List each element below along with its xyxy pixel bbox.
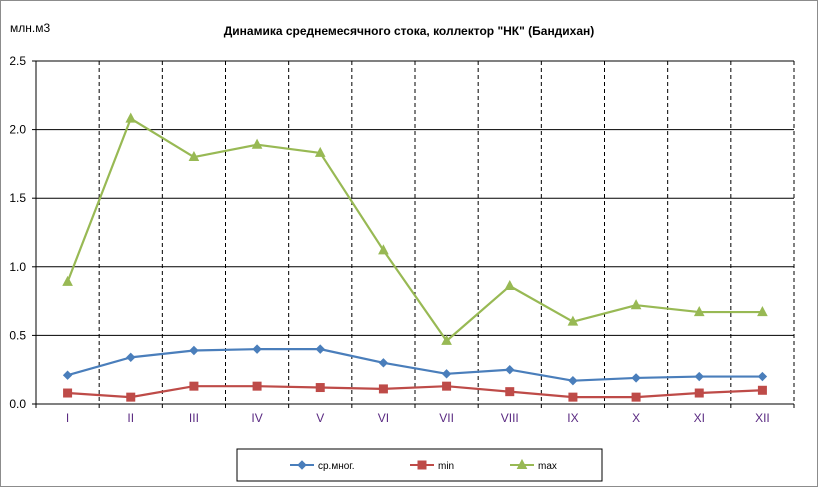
x-tick-label: IV: [251, 411, 262, 425]
x-tick-label: VIII: [501, 411, 519, 425]
data-point: [314, 146, 326, 157]
x-tick-label: XII: [755, 411, 770, 425]
data-point: [631, 392, 641, 402]
data-point: [62, 370, 73, 380]
data-point: [378, 358, 389, 368]
x-tick-label: IX: [567, 411, 578, 425]
data-point: [378, 244, 389, 255]
y-tick-label: 2.0: [9, 123, 26, 137]
data-point: [504, 279, 516, 291]
series-max: [62, 112, 768, 345]
series-line: [67, 385, 763, 399]
data-point: [568, 375, 578, 386]
y-tick-label: 2.5: [9, 54, 26, 68]
data-point: [188, 150, 200, 162]
data-point: [252, 344, 262, 354]
data-point: [251, 138, 263, 149]
legend-item: ср.мног.: [290, 460, 355, 472]
data-series: [62, 112, 768, 402]
y-tick-label: 0.0: [9, 397, 26, 411]
chart-title: Динамика среднемесячного стока, коллекто…: [224, 24, 595, 38]
data-point: [126, 352, 136, 363]
x-tick-label: V: [316, 411, 324, 425]
legend-item: min: [410, 460, 454, 472]
data-point: [694, 371, 704, 382]
legend-label: ср.мног.: [318, 461, 355, 472]
data-point: [63, 388, 73, 398]
legend-label: max: [538, 461, 557, 472]
data-point: [442, 381, 452, 391]
series-line: [66, 117, 763, 342]
data-point: [757, 371, 768, 382]
x-tick-label: III: [189, 411, 199, 425]
y-tick-label: 1.0: [9, 260, 26, 274]
x-tick-label: II: [127, 411, 134, 425]
data-point: [505, 364, 515, 375]
y-tick-label: 0.5: [9, 328, 26, 342]
y-axis-label: млн.м3: [10, 21, 50, 35]
data-point: [189, 345, 199, 356]
data-point: [630, 299, 642, 310]
data-point: [62, 275, 73, 286]
x-tick-label: VI: [378, 411, 389, 425]
data-point: [189, 381, 199, 391]
legend-marker: [417, 460, 427, 470]
data-point: [378, 384, 388, 394]
x-tick-label: I: [66, 411, 69, 425]
tick-labels: 0.00.51.01.52.02.5I II III IV V VI VII VIII IX X X…: [9, 54, 769, 425]
data-point: [693, 306, 705, 317]
legend-item: max: [510, 458, 557, 472]
data-point: [757, 306, 768, 317]
data-point: [505, 387, 515, 397]
series-avg: [62, 344, 768, 386]
data-point: [568, 392, 578, 402]
legend-items: ср.мног. min max: [290, 458, 557, 472]
legend-marker: [297, 460, 307, 470]
grid-lines: [36, 60, 795, 404]
legend: ср.мног. min max: [236, 448, 603, 482]
x-tick-label: XI: [694, 411, 705, 425]
data-point: [125, 112, 137, 123]
data-point: [757, 385, 767, 395]
data-point: [126, 392, 136, 402]
series-min: [63, 381, 767, 402]
data-point: [441, 369, 452, 379]
data-point: [315, 383, 325, 393]
axes: [32, 60, 795, 408]
x-tick-label: X: [632, 411, 640, 425]
x-tick-label: VII: [439, 411, 454, 425]
data-point: [441, 334, 452, 345]
data-point: [315, 344, 325, 354]
series-line: [67, 348, 763, 382]
data-point: [631, 373, 641, 383]
legend-label: min: [438, 461, 454, 472]
data-point: [567, 315, 579, 326]
data-point: [694, 388, 704, 398]
legend-marker: [516, 458, 528, 469]
y-tick-label: 1.5: [9, 191, 26, 205]
data-point: [252, 381, 262, 391]
